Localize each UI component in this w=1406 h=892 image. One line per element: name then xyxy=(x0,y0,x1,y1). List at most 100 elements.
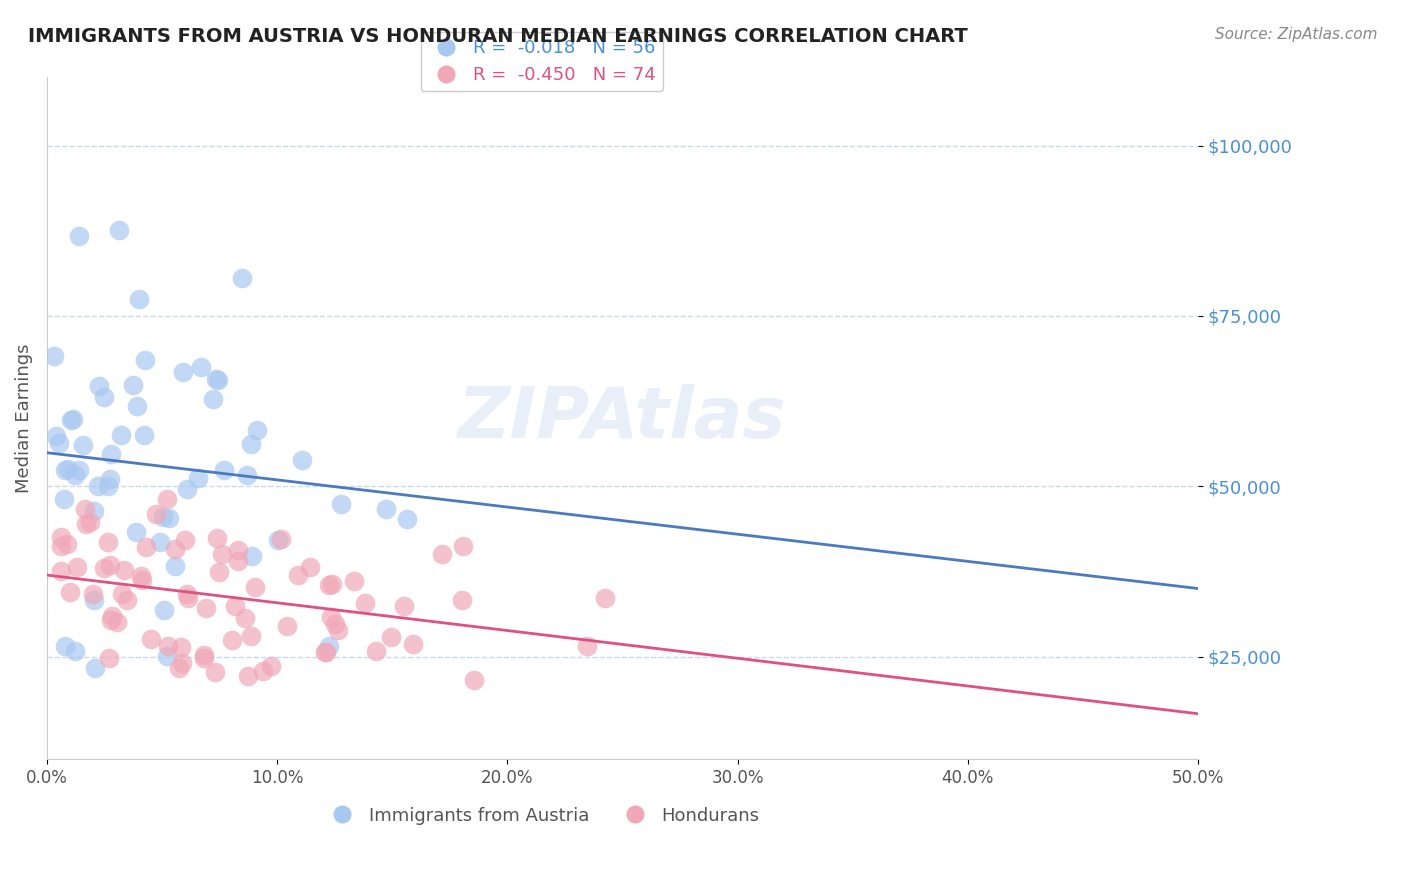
Point xyxy=(163,542,186,557)
Point xyxy=(44,349,66,363)
Point xyxy=(167,660,190,674)
Point xyxy=(190,359,212,374)
Point xyxy=(152,509,174,524)
Point xyxy=(84,661,107,675)
Point xyxy=(156,649,179,664)
Point xyxy=(246,423,269,437)
Point xyxy=(235,468,257,483)
Point xyxy=(49,539,72,553)
Point xyxy=(226,543,249,558)
Point xyxy=(63,467,86,482)
Point xyxy=(321,577,343,591)
Point xyxy=(53,463,76,477)
Point xyxy=(145,508,167,522)
Point xyxy=(93,390,115,404)
Point xyxy=(236,669,259,683)
Point xyxy=(63,644,86,658)
Point xyxy=(575,639,598,653)
Point xyxy=(89,379,111,393)
Point xyxy=(375,501,398,516)
Point xyxy=(201,392,224,407)
Point xyxy=(204,665,226,679)
Point xyxy=(87,479,110,493)
Point xyxy=(380,630,402,644)
Point xyxy=(266,533,288,548)
Point xyxy=(259,658,281,673)
Point xyxy=(276,619,298,633)
Point xyxy=(354,596,377,610)
Point xyxy=(75,517,97,532)
Point xyxy=(176,587,198,601)
Point xyxy=(156,639,179,653)
Point xyxy=(451,539,474,553)
Point xyxy=(55,537,77,551)
Point xyxy=(174,533,197,547)
Point xyxy=(451,593,474,607)
Point xyxy=(315,645,337,659)
Point xyxy=(252,664,274,678)
Point xyxy=(212,463,235,477)
Point xyxy=(53,639,76,653)
Point xyxy=(330,497,353,511)
Point xyxy=(97,478,120,492)
Point xyxy=(83,593,105,607)
Point xyxy=(319,610,342,624)
Point xyxy=(156,491,179,506)
Text: Source: ZipAtlas.com: Source: ZipAtlas.com xyxy=(1215,27,1378,42)
Point xyxy=(194,601,217,615)
Point xyxy=(56,462,79,476)
Point xyxy=(82,587,104,601)
Point xyxy=(211,547,233,561)
Point xyxy=(114,563,136,577)
Text: IMMIGRANTS FROM AUSTRIA VS HONDURAN MEDIAN EARNINGS CORRELATION CHART: IMMIGRANTS FROM AUSTRIA VS HONDURAN MEDI… xyxy=(28,27,967,45)
Point xyxy=(122,378,145,392)
Point xyxy=(98,472,121,486)
Point xyxy=(392,599,415,613)
Point xyxy=(176,482,198,496)
Point xyxy=(139,632,162,646)
Point xyxy=(67,463,90,477)
Point xyxy=(231,271,253,285)
Point xyxy=(226,554,249,568)
Point xyxy=(240,549,263,563)
Point xyxy=(170,640,193,655)
Point xyxy=(97,535,120,549)
Point xyxy=(49,530,72,544)
Point xyxy=(72,438,94,452)
Point xyxy=(299,560,322,574)
Point xyxy=(170,657,193,671)
Point xyxy=(157,510,180,524)
Point xyxy=(593,591,616,606)
Point xyxy=(343,574,366,589)
Point xyxy=(67,228,90,243)
Point xyxy=(105,615,128,630)
Point xyxy=(125,524,148,539)
Point xyxy=(153,603,176,617)
Point xyxy=(100,447,122,461)
Point xyxy=(59,584,82,599)
Point xyxy=(463,673,485,687)
Point xyxy=(110,428,132,442)
Point xyxy=(318,640,340,654)
Point xyxy=(187,471,209,485)
Point xyxy=(235,611,257,625)
Point xyxy=(193,651,215,665)
Point xyxy=(48,436,70,450)
Point xyxy=(402,637,425,651)
Point xyxy=(208,566,231,580)
Point xyxy=(98,558,121,573)
Point xyxy=(97,651,120,665)
Point xyxy=(75,502,97,516)
Point xyxy=(430,547,453,561)
Point xyxy=(83,503,105,517)
Point xyxy=(108,223,131,237)
Point xyxy=(193,648,215,663)
Point xyxy=(177,591,200,605)
Point xyxy=(100,613,122,627)
Point xyxy=(205,531,228,545)
Point xyxy=(111,586,134,600)
Point xyxy=(221,632,243,647)
Point xyxy=(45,429,67,443)
Point xyxy=(172,365,194,379)
Point xyxy=(128,292,150,306)
